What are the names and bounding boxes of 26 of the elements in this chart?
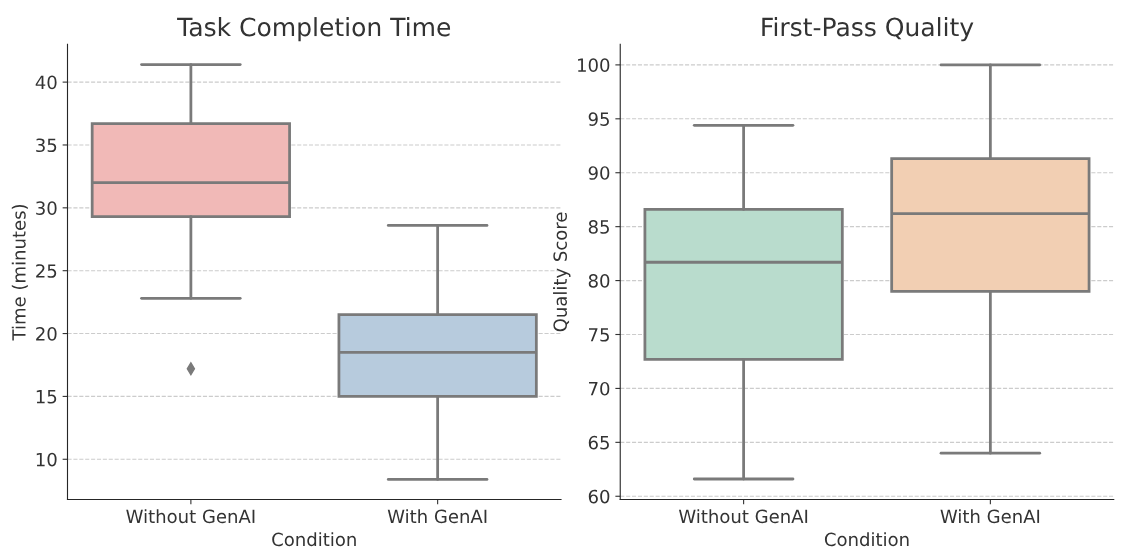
y-tick-label: 95 xyxy=(588,112,609,126)
y-tick-label: 20 xyxy=(36,327,57,341)
y-tick-label: 10 xyxy=(36,452,57,467)
y-tick-label: 65 xyxy=(588,435,609,450)
chart-title: First-Pass Quality xyxy=(762,17,974,42)
y-tick-label: 40 xyxy=(35,75,57,90)
x-axis-title: Condition xyxy=(824,532,909,547)
y-tick-label: 75 xyxy=(589,328,609,342)
y-tick-label: 90 xyxy=(588,166,610,180)
chart-title: Task Completion Time xyxy=(177,17,451,42)
x-tick-label: Without GenAI xyxy=(126,509,255,524)
y-tick-label: 80 xyxy=(588,274,610,288)
x-axis-title: Condition xyxy=(272,532,356,547)
y-tick-label: 70 xyxy=(589,381,610,396)
y-tick-label: 100 xyxy=(578,58,610,73)
y-tick-label: 60 xyxy=(588,489,610,504)
x-tick-label: Without GenAI xyxy=(678,509,808,524)
x-tick-label: With GenAI xyxy=(940,509,1040,524)
y-tick-label: 30 xyxy=(36,201,57,215)
y-tick-label: 85 xyxy=(588,220,609,234)
x-tick-label: With GenAI xyxy=(387,509,487,524)
y-axis-title: Time (minutes) xyxy=(11,204,28,341)
y-axis-title: Quality Score xyxy=(553,212,571,332)
y-tick-label: 15 xyxy=(36,390,57,404)
y-tick-label: 25 xyxy=(36,264,57,278)
y-tick-label: 35 xyxy=(36,138,57,153)
